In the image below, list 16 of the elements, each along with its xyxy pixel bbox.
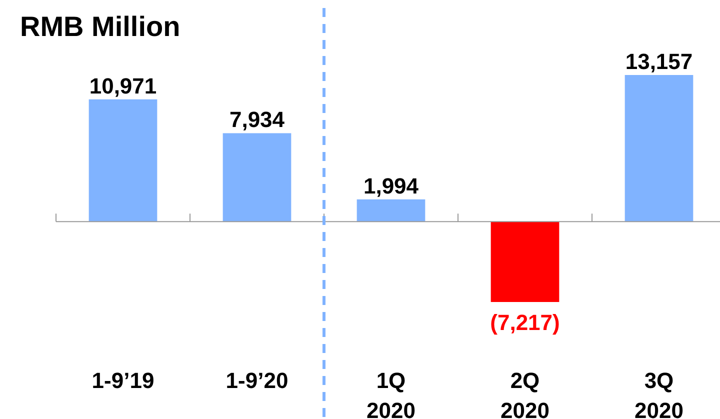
- x-tick-label: 1-9’19: [92, 368, 154, 393]
- data-label: 13,157: [625, 49, 693, 74]
- chart-title: RMB Million: [20, 11, 180, 42]
- x-tick-label: 1-9’20: [226, 368, 288, 393]
- x-tick-label: 2Q 2020: [500, 368, 550, 419]
- bar: [624, 75, 694, 222]
- bar: [490, 222, 560, 302]
- data-label: 1,994: [363, 173, 420, 198]
- x-tick-label: 1Q 2020: [366, 368, 416, 419]
- bar: [222, 133, 292, 222]
- data-label: (7,217): [490, 310, 560, 335]
- x-tick-label: 3Q 2020: [634, 368, 684, 419]
- bar: [356, 199, 426, 222]
- data-label: 10,971: [89, 73, 157, 98]
- bar: [88, 99, 158, 222]
- data-label: 7,934: [229, 107, 286, 132]
